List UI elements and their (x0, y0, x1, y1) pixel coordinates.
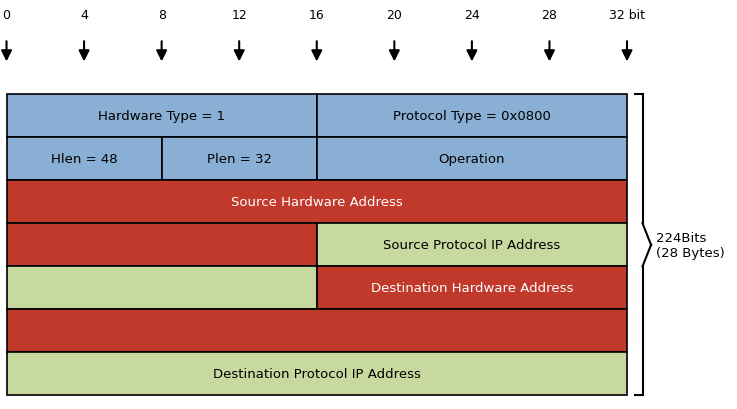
Text: Plen = 32: Plen = 32 (206, 153, 272, 166)
Bar (7, 310, 627, 353)
Bar (317, 267, 627, 310)
Bar (7, 181, 627, 224)
Text: 24: 24 (464, 9, 480, 22)
Text: Destination Protocol IP Address: Destination Protocol IP Address (213, 368, 421, 380)
Bar (7, 224, 317, 267)
Bar (7, 267, 317, 310)
Bar (317, 224, 627, 267)
Bar (161, 138, 317, 181)
Text: 8: 8 (158, 9, 166, 22)
Bar (7, 353, 627, 396)
Text: 12: 12 (231, 9, 247, 22)
Text: Source Hardware Address: Source Hardware Address (231, 196, 402, 209)
Text: Hardware Type = 1: Hardware Type = 1 (98, 110, 226, 123)
Text: 224Bits
(28 Bytes): 224Bits (28 Bytes) (656, 231, 724, 259)
Text: Protocol Type = 0x0800: Protocol Type = 0x0800 (393, 110, 551, 123)
Text: 16: 16 (309, 9, 324, 22)
Text: Source Protocol IP Address: Source Protocol IP Address (383, 239, 561, 252)
Bar (7, 95, 317, 138)
Text: 0: 0 (2, 9, 10, 22)
Text: 32 bit: 32 bit (609, 9, 645, 22)
Text: 20: 20 (386, 9, 402, 22)
Bar (317, 95, 627, 138)
Text: Destination Hardware Address: Destination Hardware Address (371, 282, 573, 294)
Text: Operation: Operation (439, 153, 505, 166)
Bar (317, 138, 627, 181)
Bar (7, 138, 161, 181)
Text: 4: 4 (80, 9, 88, 22)
Text: 28: 28 (542, 9, 557, 22)
Text: Hlen = 48: Hlen = 48 (51, 153, 117, 166)
